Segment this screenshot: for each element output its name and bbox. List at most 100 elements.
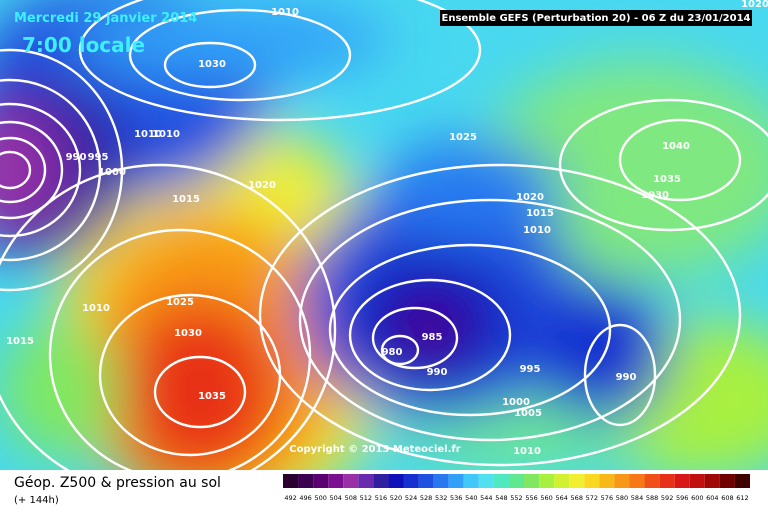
- colorbar-swatch: [719, 474, 735, 488]
- colorbar-label: 576: [601, 494, 613, 502]
- isobar-label: 1010: [82, 303, 110, 314]
- colorbar-label: 500: [314, 494, 326, 502]
- colorbar-swatch: [524, 474, 540, 488]
- footer-title: Géop. Z500 & pression au sol: [14, 475, 221, 491]
- isobar-label: 1010: [523, 225, 551, 236]
- colorbar-label: 560: [540, 494, 552, 502]
- isobar-label: 1000: [98, 167, 126, 178]
- colorbar-label: 532: [435, 494, 447, 502]
- colorbar-label: 572: [586, 494, 598, 502]
- colorbar-swatch: [403, 474, 419, 488]
- copyright: Copyright © 2013 Meteociel.fr: [289, 444, 460, 455]
- colorbar-swatch: [418, 474, 434, 488]
- colorbar-swatch: [433, 474, 449, 488]
- colorbar-swatch: [539, 474, 555, 488]
- colorbar-label: 596: [676, 494, 688, 502]
- colorbar-label: 548: [495, 494, 507, 502]
- colorbar-label: 516: [375, 494, 387, 502]
- isobar-label: 1010: [513, 446, 541, 457]
- colorbar-swatch: [463, 474, 479, 488]
- isobar-label: 1000: [502, 397, 530, 408]
- isobar-label: 990: [616, 372, 637, 383]
- colorbar-label: 600: [691, 494, 703, 502]
- isobar-label: 1035: [198, 391, 226, 402]
- colorbar-label: 544: [480, 494, 492, 502]
- colorbar-swatch: [554, 474, 570, 488]
- colorbar-label: 588: [646, 494, 658, 502]
- isobar-label: 1015: [6, 336, 34, 347]
- isobar-label: 1015: [526, 208, 554, 219]
- isobar-label: 1030: [641, 190, 669, 201]
- isobar-label: 1030: [198, 59, 226, 70]
- isobar-label: 1020: [248, 180, 276, 191]
- isobar-label: 1015: [172, 194, 200, 205]
- isobar-label: 990: [66, 152, 87, 163]
- colorbar-swatch: [343, 474, 359, 488]
- isobar-label: 1040: [662, 141, 690, 152]
- colorbar-swatch: [448, 474, 464, 488]
- colorbar-swatch: [313, 474, 329, 488]
- colorbar-swatch: [373, 474, 389, 488]
- time: 7:00 locale: [22, 33, 145, 57]
- colorbar-label: 492: [284, 494, 296, 502]
- isobar-label: 995: [88, 152, 109, 163]
- colorbar-label: 556: [525, 494, 537, 502]
- colorbar-label: 612: [736, 494, 748, 502]
- isobar-label: 980: [382, 347, 403, 358]
- colorbar-swatch: [283, 474, 299, 488]
- lead-time: (+ 144h): [14, 495, 59, 506]
- colorbar-swatch: [659, 474, 675, 488]
- colorbar-label: 552: [510, 494, 522, 502]
- isobar-label: 1025: [449, 132, 477, 143]
- colorbar-swatch: [599, 474, 615, 488]
- colorbar-swatch: [569, 474, 585, 488]
- isobar-label: 1020: [741, 0, 768, 10]
- colorbar-swatch: [689, 474, 705, 488]
- colorbar-swatch: [298, 474, 314, 488]
- colorbar-swatch: [328, 474, 344, 488]
- colorbar-label: 512: [360, 494, 372, 502]
- colorbar-label: 584: [631, 494, 643, 502]
- isobar-label: 1010: [134, 129, 162, 140]
- colorbar-label: 568: [571, 494, 583, 502]
- isobar-label: 1035: [653, 174, 681, 185]
- isobar-label: 995: [520, 364, 541, 375]
- colorbar-label: 604: [706, 494, 718, 502]
- colorbar-swatch: [478, 474, 494, 488]
- isobar-label: 1025: [166, 297, 194, 308]
- isobar-label: 985: [422, 332, 443, 343]
- isobar-label: 1010: [152, 129, 180, 140]
- colorbar-label: 524: [405, 494, 417, 502]
- colorbar-label: 580: [616, 494, 628, 502]
- date: Mercredi 29 janvier 2014: [14, 11, 197, 26]
- colorbar-swatch: [358, 474, 374, 488]
- colorbar: 492 496 500 504 508 512 516 520 524 528 532 536 540 5…: [283, 474, 750, 502]
- colorbar-swatch: [614, 474, 630, 488]
- colorbar-swatch: [704, 474, 720, 488]
- colorbar-swatch: [584, 474, 600, 488]
- colorbar-label: 564: [555, 494, 567, 502]
- colorbar-label: 592: [661, 494, 673, 502]
- colorbar-label: 504: [330, 494, 342, 502]
- isobar-label: 990: [427, 367, 448, 378]
- isobar-label: 1010: [271, 7, 299, 18]
- isobar-label: 1020: [516, 192, 544, 203]
- colorbar-label: 508: [345, 494, 357, 502]
- colorbar-swatch: [388, 474, 404, 488]
- colorbar-swatch: [629, 474, 645, 488]
- model-box: [440, 10, 752, 26]
- colorbar-label: 536: [450, 494, 462, 502]
- colorbar-swatch: [674, 474, 690, 488]
- colorbar-label: 528: [420, 494, 432, 502]
- colorbar-label: 520: [390, 494, 402, 502]
- colorbar-swatch: [734, 474, 750, 488]
- colorbar-label: 496: [299, 494, 311, 502]
- isobar-label: 1005: [514, 408, 542, 419]
- colorbar-swatch: [644, 474, 660, 488]
- colorbar-swatch: [493, 474, 509, 488]
- colorbar-label: 540: [465, 494, 477, 502]
